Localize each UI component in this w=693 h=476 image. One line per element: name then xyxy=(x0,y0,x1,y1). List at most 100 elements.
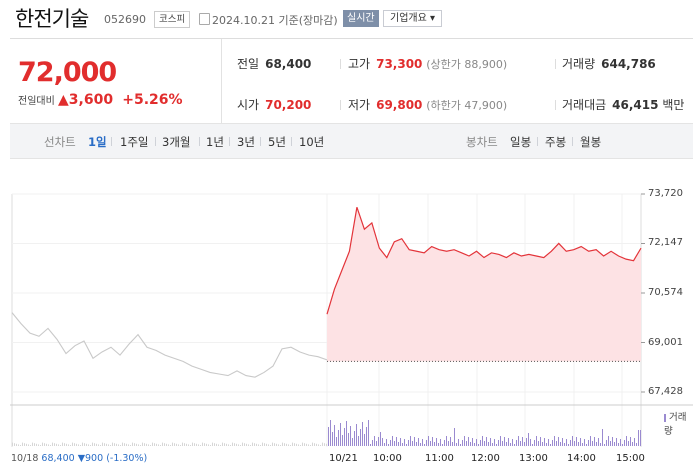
volume-bar xyxy=(264,443,265,446)
volume-bar xyxy=(334,425,335,446)
high-price: 고가 73,300 (상한가 88,900) xyxy=(348,57,508,71)
volume-bar xyxy=(58,444,59,446)
volume-bar xyxy=(414,437,415,446)
volume-bar xyxy=(138,444,139,446)
volume-bar xyxy=(516,440,517,446)
volume-bar xyxy=(622,444,623,446)
volume-bar xyxy=(526,438,527,446)
volume-bar xyxy=(294,443,295,446)
tab-3m[interactable]: 3개월 xyxy=(162,135,191,149)
current-price-panel: 72,000 전일대비 ▲3,600 +5.26% xyxy=(10,39,222,124)
volume-bar xyxy=(154,443,155,446)
volume-bar xyxy=(408,440,409,446)
volume-bar xyxy=(518,436,519,446)
volume-bar xyxy=(16,443,17,446)
volume-bar xyxy=(452,442,453,446)
tab-3y[interactable]: 3년 xyxy=(237,135,255,149)
volume-bar xyxy=(478,444,479,446)
prev-close: 전일 68,400 xyxy=(237,57,312,71)
volume-bar xyxy=(372,440,373,446)
volume-bar xyxy=(82,442,83,446)
volume-bar xyxy=(620,439,621,446)
volume-bar xyxy=(364,434,365,446)
volume-bar xyxy=(570,440,571,446)
volume-bar xyxy=(574,441,575,446)
volume-bar xyxy=(558,437,559,446)
volume-bar xyxy=(498,440,499,446)
volume-bar xyxy=(444,440,445,446)
volume-bar xyxy=(50,445,51,446)
volume-bar xyxy=(500,436,501,446)
divider xyxy=(155,137,156,146)
change-percent: +5.26% xyxy=(122,92,183,108)
volume-bar xyxy=(242,442,243,446)
tab-weekly-candle[interactable]: 주봉 xyxy=(545,135,567,149)
volume-bar xyxy=(552,440,553,446)
prev-day-summary: 10/18 68,400 ▼900 (-1.30%) xyxy=(11,453,148,464)
volume-bar xyxy=(562,438,563,446)
volume-bar xyxy=(358,436,359,446)
volume-bar xyxy=(292,442,293,446)
volume-bar xyxy=(88,444,89,446)
volume-bar xyxy=(126,443,127,446)
tab-1w[interactable]: 1주일 xyxy=(120,135,149,149)
volume-bar xyxy=(188,444,189,446)
volume-bar xyxy=(80,445,81,446)
volume-bar xyxy=(142,442,143,446)
volume-bar xyxy=(578,442,579,446)
volume-bar xyxy=(592,441,593,446)
volume-bar xyxy=(74,443,75,446)
volume-bar xyxy=(110,445,111,446)
candle-chart-label: 봉차트 xyxy=(466,135,498,149)
volume-bar xyxy=(520,441,521,446)
volume-bar xyxy=(52,442,53,446)
volume-bar xyxy=(48,444,49,446)
volume-bar xyxy=(124,443,125,446)
volume-bar xyxy=(366,427,367,446)
change-value: 3,600 xyxy=(68,92,114,108)
divider xyxy=(340,100,341,110)
tab-5y[interactable]: 5년 xyxy=(268,135,286,149)
volume-bar xyxy=(378,437,379,446)
tab-1y[interactable]: 1년 xyxy=(206,135,224,149)
volume-bar xyxy=(280,445,281,446)
volume-bar xyxy=(178,444,179,446)
divider xyxy=(260,137,261,146)
trade-value: 거래대금 46,415 백만 xyxy=(562,98,685,112)
volume-bar xyxy=(328,427,329,446)
volume-bar xyxy=(274,443,275,446)
volume-bar xyxy=(214,443,215,446)
volume-bar xyxy=(564,443,565,446)
volume-bar xyxy=(266,443,267,446)
tab-monthly-candle[interactable]: 월봉 xyxy=(580,135,602,149)
volume-bar xyxy=(136,443,137,446)
volume-bar xyxy=(436,438,437,446)
volume-bar xyxy=(190,445,191,446)
volume-bar xyxy=(384,443,385,446)
volume-bar xyxy=(246,443,247,446)
volume-bar xyxy=(308,444,309,446)
volume-bar xyxy=(514,444,515,446)
low-price: 저가 69,800 (하한가 47,900) xyxy=(348,98,508,112)
price-chart[interactable] xyxy=(10,183,693,453)
volume-bar xyxy=(512,439,513,446)
x-tick-label: 12:00 xyxy=(471,453,500,464)
volume-bar xyxy=(554,436,555,446)
volume-bar xyxy=(164,443,165,446)
company-overview-button[interactable]: 기업개요 ▾ xyxy=(383,10,443,27)
tab-10y[interactable]: 10년 xyxy=(299,135,325,149)
volume-bar xyxy=(156,443,157,446)
volume-bar xyxy=(284,443,285,446)
volume-bar xyxy=(484,441,485,446)
volume-bar xyxy=(550,444,551,446)
volume-bar xyxy=(108,444,109,446)
volume-bar xyxy=(638,430,639,446)
tab-daily-candle[interactable]: 일봉 xyxy=(510,135,532,149)
volume-bar xyxy=(250,445,251,446)
tab-1d[interactable]: 1일 xyxy=(88,135,107,149)
volume-bar xyxy=(468,437,469,446)
volume-bar xyxy=(150,445,151,446)
volume-bar xyxy=(22,442,23,446)
quote-date: 2024.10.21 기준(장마감) xyxy=(212,14,338,27)
realtime-button[interactable]: 실시간 xyxy=(343,10,379,27)
